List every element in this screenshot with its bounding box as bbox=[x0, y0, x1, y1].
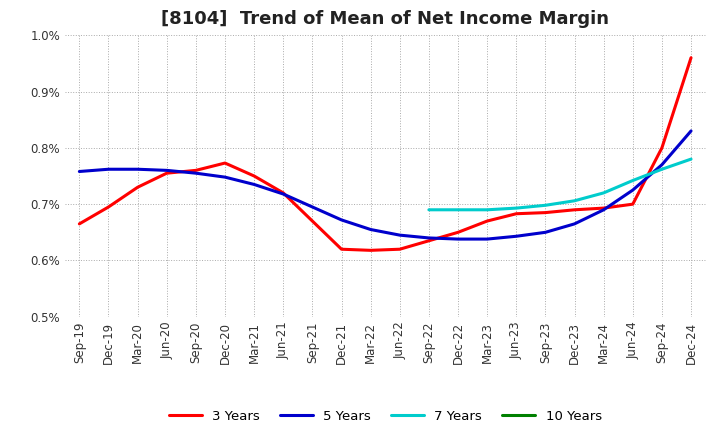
3 Years bbox=[570, 207, 579, 213]
7 Years bbox=[454, 207, 462, 213]
3 Years bbox=[599, 205, 608, 211]
5 Years bbox=[192, 171, 200, 176]
5 Years bbox=[104, 167, 113, 172]
7 Years bbox=[425, 207, 433, 213]
5 Years bbox=[279, 191, 287, 197]
5 Years bbox=[454, 236, 462, 242]
5 Years bbox=[395, 232, 404, 238]
7 Years bbox=[512, 205, 521, 211]
Line: 5 Years: 5 Years bbox=[79, 131, 691, 239]
7 Years bbox=[657, 167, 666, 172]
5 Years bbox=[250, 182, 258, 187]
5 Years bbox=[337, 217, 346, 223]
5 Years bbox=[541, 230, 550, 235]
3 Years bbox=[541, 210, 550, 215]
7 Years bbox=[483, 207, 492, 213]
5 Years bbox=[483, 236, 492, 242]
3 Years bbox=[395, 246, 404, 252]
5 Years bbox=[512, 234, 521, 239]
7 Years bbox=[629, 178, 637, 183]
5 Years bbox=[570, 221, 579, 227]
7 Years bbox=[687, 157, 696, 162]
5 Years bbox=[75, 169, 84, 174]
3 Years bbox=[483, 218, 492, 224]
5 Years bbox=[163, 168, 171, 173]
5 Years bbox=[599, 207, 608, 213]
7 Years bbox=[541, 203, 550, 208]
5 Years bbox=[629, 187, 637, 193]
3 Years bbox=[104, 204, 113, 209]
3 Years bbox=[454, 230, 462, 235]
5 Years bbox=[425, 235, 433, 241]
3 Years bbox=[687, 55, 696, 60]
5 Years bbox=[133, 167, 142, 172]
3 Years bbox=[337, 246, 346, 252]
Line: 7 Years: 7 Years bbox=[429, 159, 691, 210]
3 Years bbox=[366, 248, 375, 253]
3 Years bbox=[279, 190, 287, 195]
Legend: 3 Years, 5 Years, 7 Years, 10 Years: 3 Years, 5 Years, 7 Years, 10 Years bbox=[163, 405, 607, 429]
7 Years bbox=[570, 198, 579, 203]
3 Years bbox=[425, 238, 433, 243]
Line: 3 Years: 3 Years bbox=[79, 58, 691, 250]
3 Years bbox=[220, 161, 229, 166]
3 Years bbox=[657, 145, 666, 150]
3 Years bbox=[75, 221, 84, 227]
5 Years bbox=[687, 128, 696, 134]
3 Years bbox=[192, 168, 200, 173]
Title: [8104]  Trend of Mean of Net Income Margin: [8104] Trend of Mean of Net Income Margi… bbox=[161, 10, 609, 28]
7 Years bbox=[599, 190, 608, 195]
5 Years bbox=[657, 162, 666, 167]
3 Years bbox=[512, 211, 521, 216]
3 Years bbox=[629, 202, 637, 207]
5 Years bbox=[220, 175, 229, 180]
5 Years bbox=[308, 204, 317, 209]
5 Years bbox=[366, 227, 375, 232]
3 Years bbox=[308, 218, 317, 224]
3 Years bbox=[250, 173, 258, 179]
3 Years bbox=[133, 185, 142, 190]
3 Years bbox=[163, 171, 171, 176]
